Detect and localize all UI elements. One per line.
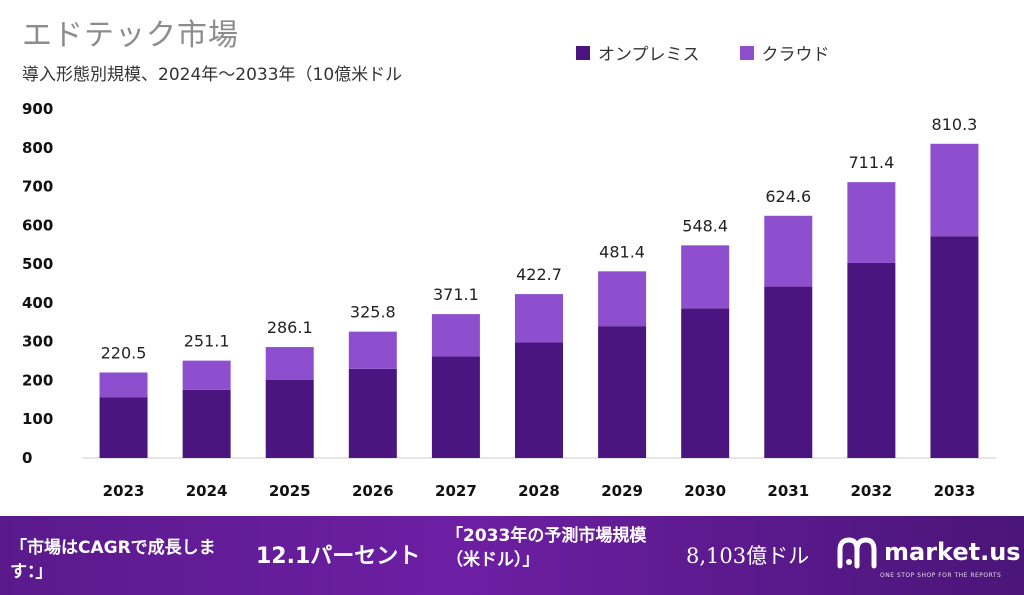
bar-segment-cloud	[99, 372, 148, 398]
bar-segment-cloud	[847, 182, 896, 263]
legend: オンプレミス クラウド	[576, 40, 830, 65]
bar-segment-on-premise	[598, 326, 647, 458]
y-tick-label: 100	[22, 410, 53, 428]
bar-segment-cloud	[681, 245, 730, 309]
x-tick-label: 2031	[767, 482, 809, 500]
bar-segment-on-premise	[515, 342, 563, 458]
bar-segment-cloud	[182, 360, 231, 390]
legend-swatch-on-premise	[576, 45, 590, 60]
footer-banner: 「市場はCAGRで成長します：」 12.1パーセント 「2033年の予測市場規模…	[0, 516, 1024, 595]
chart-title: エドテック市場	[22, 18, 239, 53]
logo-tagline: ONE STOP SHOP FOR THE REPORTS	[880, 572, 1002, 579]
x-tick-label: 2027	[435, 482, 477, 500]
bar-segment-cloud	[265, 347, 314, 380]
bar-segment-on-premise	[265, 379, 314, 458]
bar-segment-on-premise	[847, 262, 896, 458]
cagr-label: 「市場はCAGRで成長します：」	[10, 538, 216, 582]
x-tick-label: 2026	[352, 482, 394, 500]
y-tick-label: 400	[22, 294, 53, 312]
x-tick-label: 2029	[601, 482, 643, 500]
legend-label-cloud: クラウド	[761, 45, 830, 65]
x-tick-label: 2028	[518, 482, 560, 500]
bar-total-label: 624.6	[765, 187, 811, 206]
y-tick-label: 900	[22, 100, 53, 118]
y-tick-label: 0	[22, 449, 32, 467]
bar-total-label: 711.4	[848, 153, 894, 172]
legend-swatch-cloud	[739, 45, 754, 60]
bar-segment-on-premise	[681, 308, 730, 458]
bar-segment-cloud	[431, 314, 480, 357]
y-tick-label: 500	[22, 255, 53, 273]
y-tick-label: 600	[22, 216, 53, 234]
bar-total-label: 251.1	[184, 332, 230, 351]
x-tick-label: 2024	[186, 482, 228, 500]
forecast-value: 8,103億ドル	[686, 544, 810, 568]
bar-segment-on-premise	[348, 368, 397, 458]
bar-segment-cloud	[764, 215, 813, 287]
legend-item-cloud: クラウド	[739, 40, 830, 65]
y-tick-label: 700	[22, 178, 53, 196]
market-us-logo: market.us	[836, 532, 1021, 572]
forecast-label: 「2033年の予測市場規模（米ドル）」	[446, 526, 647, 570]
logo-text: market.us	[884, 538, 1021, 566]
bar-segment-on-premise	[764, 286, 813, 458]
bar-total-label: 422.7	[516, 265, 562, 284]
bar-segment-on-premise	[431, 356, 480, 458]
y-tick-label: 800	[22, 139, 53, 157]
legend-item-on-premise: オンプレミス	[576, 40, 700, 65]
bar-total-label: 220.5	[101, 343, 147, 362]
bar-segment-on-premise	[930, 236, 979, 458]
x-tick-label: 2032	[850, 482, 892, 500]
y-tick-label: 200	[22, 371, 53, 389]
bar-total-label: 286.1	[267, 318, 313, 337]
x-tick-label: 2025	[269, 482, 311, 500]
bar-total-label: 481.4	[599, 242, 645, 261]
logo-mark-icon	[837, 537, 877, 569]
x-tick-label: 2033	[934, 482, 976, 500]
bar-total-label: 548.4	[682, 216, 728, 235]
cagr-value: 12.1パーセント	[256, 544, 421, 569]
y-tick-label: 300	[22, 333, 53, 351]
bar-total-label: 371.1	[433, 285, 479, 304]
bar-segment-on-premise	[99, 397, 148, 458]
x-tick-label: 2023	[103, 482, 145, 500]
x-tick-label: 2030	[684, 482, 726, 500]
bar-segment-cloud	[598, 271, 647, 327]
bar-segment-cloud	[515, 294, 563, 343]
bar-total-label: 325.8	[350, 303, 396, 322]
chart-subtitle: 導入形態別規模、2024年～2033年（10億米ドル	[22, 65, 403, 85]
bar-segment-cloud	[348, 331, 397, 369]
bar-total-label: 810.3	[932, 115, 978, 134]
bar-segment-cloud	[930, 143, 979, 237]
legend-label-on-premise: オンプレミス	[598, 45, 700, 65]
bar-segment-on-premise	[182, 389, 231, 458]
stacked-bar-chart: 0 100 200 300 400 500 600 700 800 900 220.5 2023 251…	[22, 100, 996, 500]
